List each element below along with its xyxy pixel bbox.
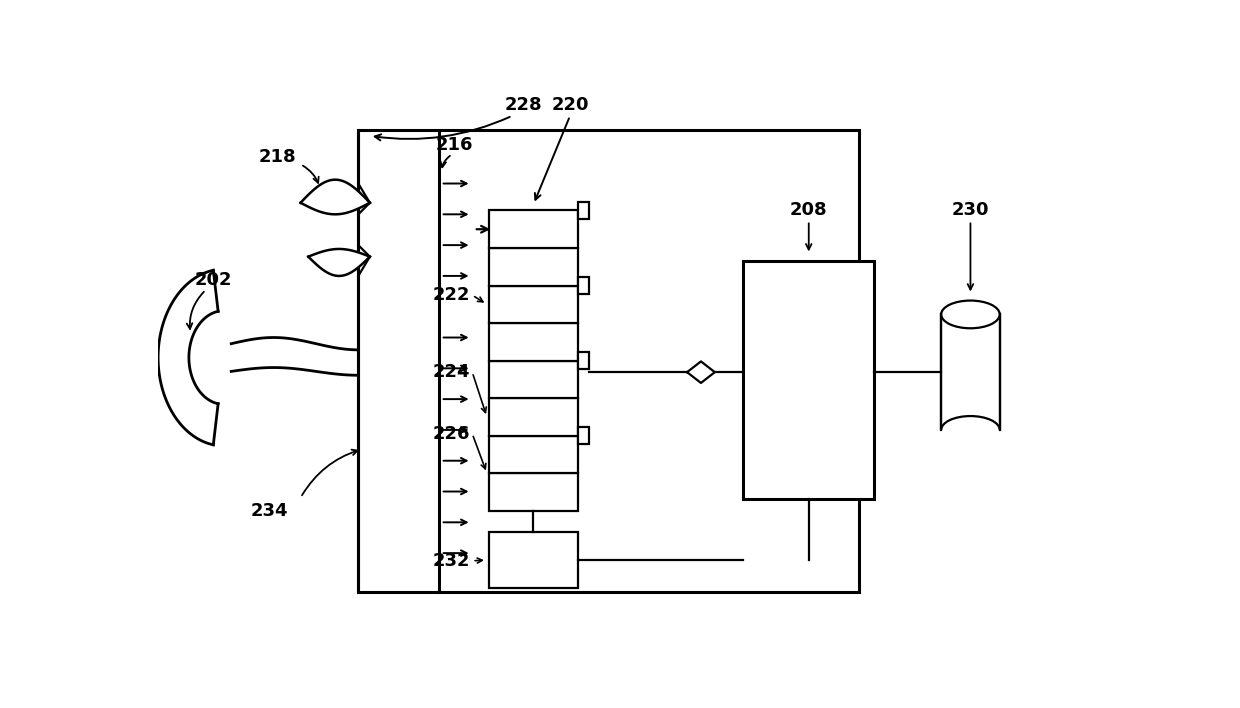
- Bar: [941, 314, 999, 430]
- Bar: [578, 352, 589, 369]
- Bar: [578, 202, 589, 219]
- Polygon shape: [687, 361, 714, 383]
- Polygon shape: [159, 270, 218, 445]
- Text: 208: 208: [790, 202, 827, 219]
- Bar: [490, 473, 578, 510]
- Bar: [743, 261, 874, 499]
- Bar: [490, 360, 578, 398]
- Ellipse shape: [941, 301, 999, 329]
- Bar: [578, 277, 589, 294]
- Bar: [490, 210, 578, 248]
- Text: 216: 216: [435, 136, 474, 154]
- Text: 220: 220: [552, 96, 589, 114]
- Ellipse shape: [941, 416, 999, 444]
- Bar: [937, 430, 1003, 447]
- Text: 218: 218: [259, 147, 296, 166]
- Bar: [490, 285, 578, 323]
- Polygon shape: [300, 180, 370, 215]
- Text: 234: 234: [250, 502, 289, 520]
- Bar: [490, 435, 578, 473]
- Polygon shape: [309, 249, 370, 276]
- Bar: [490, 248, 578, 285]
- Text: 224: 224: [433, 363, 470, 381]
- Text: 230: 230: [952, 202, 990, 219]
- Text: 202: 202: [195, 270, 232, 289]
- Text: 232: 232: [433, 552, 470, 570]
- Bar: [358, 130, 859, 592]
- Bar: [490, 323, 578, 360]
- Text: 226: 226: [433, 425, 470, 442]
- Bar: [490, 398, 578, 435]
- Text: 222: 222: [433, 286, 470, 304]
- Bar: [578, 427, 589, 444]
- Bar: [490, 532, 578, 588]
- Text: 228: 228: [505, 96, 543, 114]
